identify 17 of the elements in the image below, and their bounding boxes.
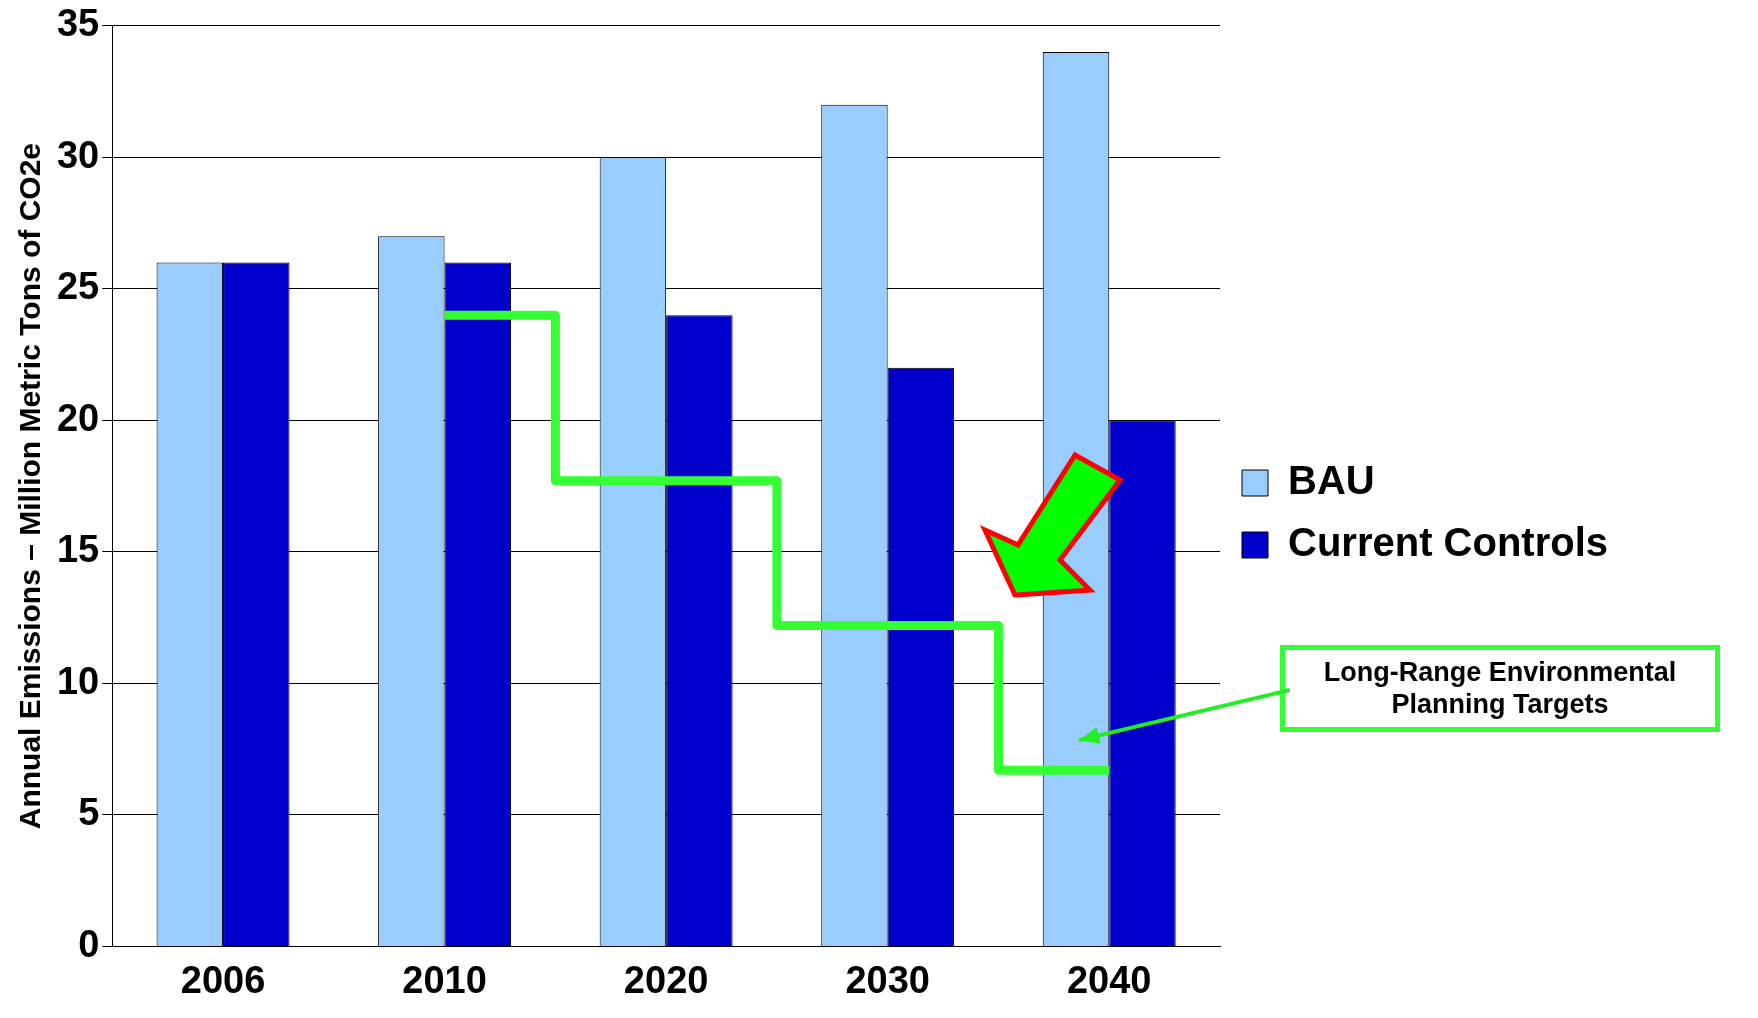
y-tick-label: 15 (56, 528, 100, 571)
y-tick-label: 30 (56, 133, 100, 176)
x-tick-label: 2010 (402, 958, 487, 1001)
legend-label: Current Controls (1288, 520, 1608, 565)
text: Long-Range Environmental Planning Targets (1280, 645, 1720, 732)
y-tick-label: 20 (56, 396, 100, 439)
y-tick-label: 25 (56, 265, 100, 308)
x-tick-label: 2020 (623, 958, 709, 1001)
y-tick-label: 5 (78, 791, 100, 834)
y-tick-label: 10 (56, 659, 100, 702)
legend-label: BAU (1288, 458, 1375, 503)
x-tick-label: 2040 (1066, 958, 1152, 1001)
x-tick-label: 2030 (845, 958, 930, 1001)
y-tick-label: 35 (56, 2, 100, 45)
y-axis-title: Annual Emissions – Million Metric Tons of CO2e (13, 142, 47, 830)
y-tick-label: 0 (78, 922, 100, 965)
x-tick-label: 2006 (180, 958, 266, 1001)
